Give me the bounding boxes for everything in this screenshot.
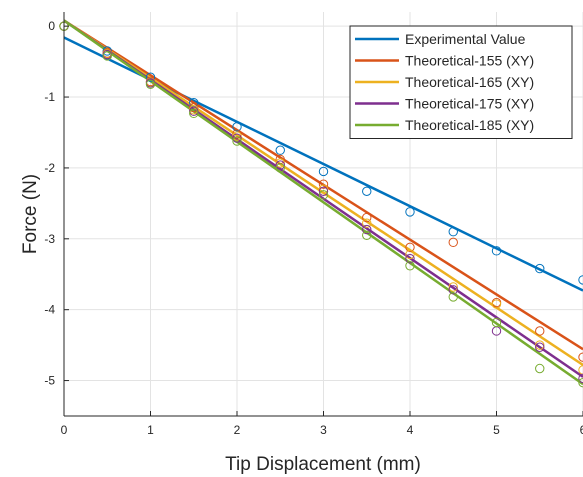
legend-label: Theoretical-185 (XY) bbox=[405, 117, 534, 133]
y-tick-label: -5 bbox=[44, 374, 55, 388]
data-point bbox=[362, 212, 372, 223]
data-point bbox=[491, 246, 502, 256]
data-point bbox=[275, 163, 285, 173]
y-tick-label: -4 bbox=[44, 303, 55, 317]
data-point bbox=[448, 282, 458, 292]
data-point bbox=[189, 108, 199, 119]
data-point bbox=[145, 72, 156, 82]
data-point bbox=[275, 160, 285, 170]
x-tick-label: 6 bbox=[580, 423, 583, 437]
x-tick-label: 1 bbox=[147, 423, 154, 437]
data-point bbox=[232, 129, 242, 139]
y-tick-label: 0 bbox=[48, 19, 55, 33]
data-point bbox=[362, 218, 372, 228]
y-axis-label: Force (N) bbox=[20, 174, 41, 254]
data-point bbox=[448, 227, 458, 237]
data-point bbox=[102, 46, 112, 56]
legend-label: Theoretical-155 (XY) bbox=[405, 53, 534, 69]
data-point bbox=[318, 190, 329, 200]
x-tick-label: 3 bbox=[320, 423, 327, 437]
data-point bbox=[405, 242, 415, 253]
y-tick-label: -3 bbox=[44, 232, 55, 246]
x-tick-label: 2 bbox=[234, 423, 241, 437]
data-point bbox=[318, 186, 329, 197]
data-point bbox=[448, 237, 458, 248]
data-point bbox=[232, 133, 242, 143]
x-tick-label: 0 bbox=[61, 423, 68, 437]
x-tick-label: 4 bbox=[407, 423, 414, 437]
data-point bbox=[535, 363, 545, 374]
data-point bbox=[189, 106, 199, 116]
data-point bbox=[448, 285, 458, 295]
data-point bbox=[535, 326, 545, 336]
data-point bbox=[405, 261, 415, 271]
data-point bbox=[362, 224, 372, 235]
legend: Experimental Value Theoretical-155 (XY) Th… bbox=[349, 25, 573, 139]
data-point bbox=[232, 131, 242, 141]
grid-lines bbox=[63, 12, 583, 416]
legend-label: Theoretical-165 (XY) bbox=[405, 74, 534, 90]
data-point bbox=[232, 122, 242, 132]
x-axis-label: Tip Displacement (mm) bbox=[225, 454, 421, 475]
data-point bbox=[405, 253, 415, 264]
data-point bbox=[405, 249, 415, 260]
data-point bbox=[535, 263, 545, 274]
data-point bbox=[275, 145, 285, 155]
data-point bbox=[232, 136, 242, 146]
data-point bbox=[448, 292, 458, 302]
data-point bbox=[318, 179, 329, 189]
data-point bbox=[318, 166, 329, 177]
legend-label: Theoretical-175 (XY) bbox=[405, 96, 534, 112]
data-point bbox=[491, 317, 502, 328]
data-point bbox=[362, 230, 372, 240]
data-point bbox=[318, 184, 329, 194]
data-point bbox=[535, 340, 545, 350]
y-tick-label: -2 bbox=[44, 161, 55, 175]
data-point bbox=[275, 158, 285, 168]
data-point bbox=[189, 102, 199, 113]
y-tick-label: -1 bbox=[44, 90, 55, 104]
data-point bbox=[535, 342, 545, 352]
data-point bbox=[145, 79, 156, 89]
legend-label: Experimental Value bbox=[405, 31, 526, 47]
data-point bbox=[405, 207, 415, 217]
data-point bbox=[362, 186, 372, 197]
data-point bbox=[491, 299, 502, 309]
data-point bbox=[102, 51, 112, 61]
axes: 0 1 2 3 4 5 6 0 -1 -2 -3 -4 -5 bbox=[44, 12, 583, 437]
x-tick-label: 5 bbox=[493, 423, 500, 437]
